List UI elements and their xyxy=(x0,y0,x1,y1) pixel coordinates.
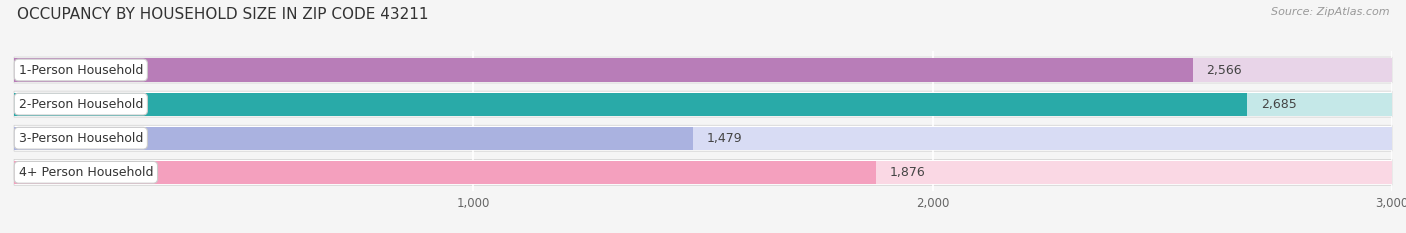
Text: 1,876: 1,876 xyxy=(890,166,925,179)
Bar xyxy=(14,161,1392,184)
FancyBboxPatch shape xyxy=(14,125,1392,151)
Text: 2,685: 2,685 xyxy=(1261,98,1296,111)
Text: 4+ Person Household: 4+ Person Household xyxy=(18,166,153,179)
Bar xyxy=(14,161,876,184)
Bar xyxy=(14,127,693,150)
FancyBboxPatch shape xyxy=(14,91,1392,117)
Bar xyxy=(14,58,1192,82)
Bar xyxy=(14,127,1392,150)
FancyBboxPatch shape xyxy=(14,159,1392,185)
Text: 2,566: 2,566 xyxy=(1206,64,1241,76)
Text: OCCUPANCY BY HOUSEHOLD SIZE IN ZIP CODE 43211: OCCUPANCY BY HOUSEHOLD SIZE IN ZIP CODE … xyxy=(17,7,429,22)
Text: 2-Person Household: 2-Person Household xyxy=(18,98,143,111)
Bar xyxy=(14,93,1392,116)
Text: Source: ZipAtlas.com: Source: ZipAtlas.com xyxy=(1271,7,1389,17)
FancyBboxPatch shape xyxy=(14,57,1392,83)
Text: 1-Person Household: 1-Person Household xyxy=(18,64,143,76)
Bar xyxy=(14,93,1247,116)
Text: 1,479: 1,479 xyxy=(707,132,742,145)
Text: 3-Person Household: 3-Person Household xyxy=(18,132,143,145)
Bar xyxy=(14,58,1392,82)
